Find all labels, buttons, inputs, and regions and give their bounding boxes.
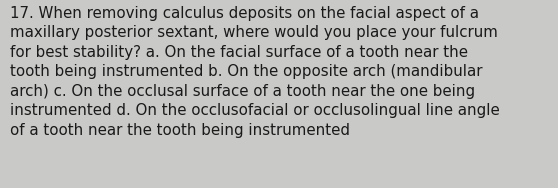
Text: 17. When removing calculus deposits on the facial aspect of a
maxillary posterio: 17. When removing calculus deposits on t… <box>10 6 500 138</box>
